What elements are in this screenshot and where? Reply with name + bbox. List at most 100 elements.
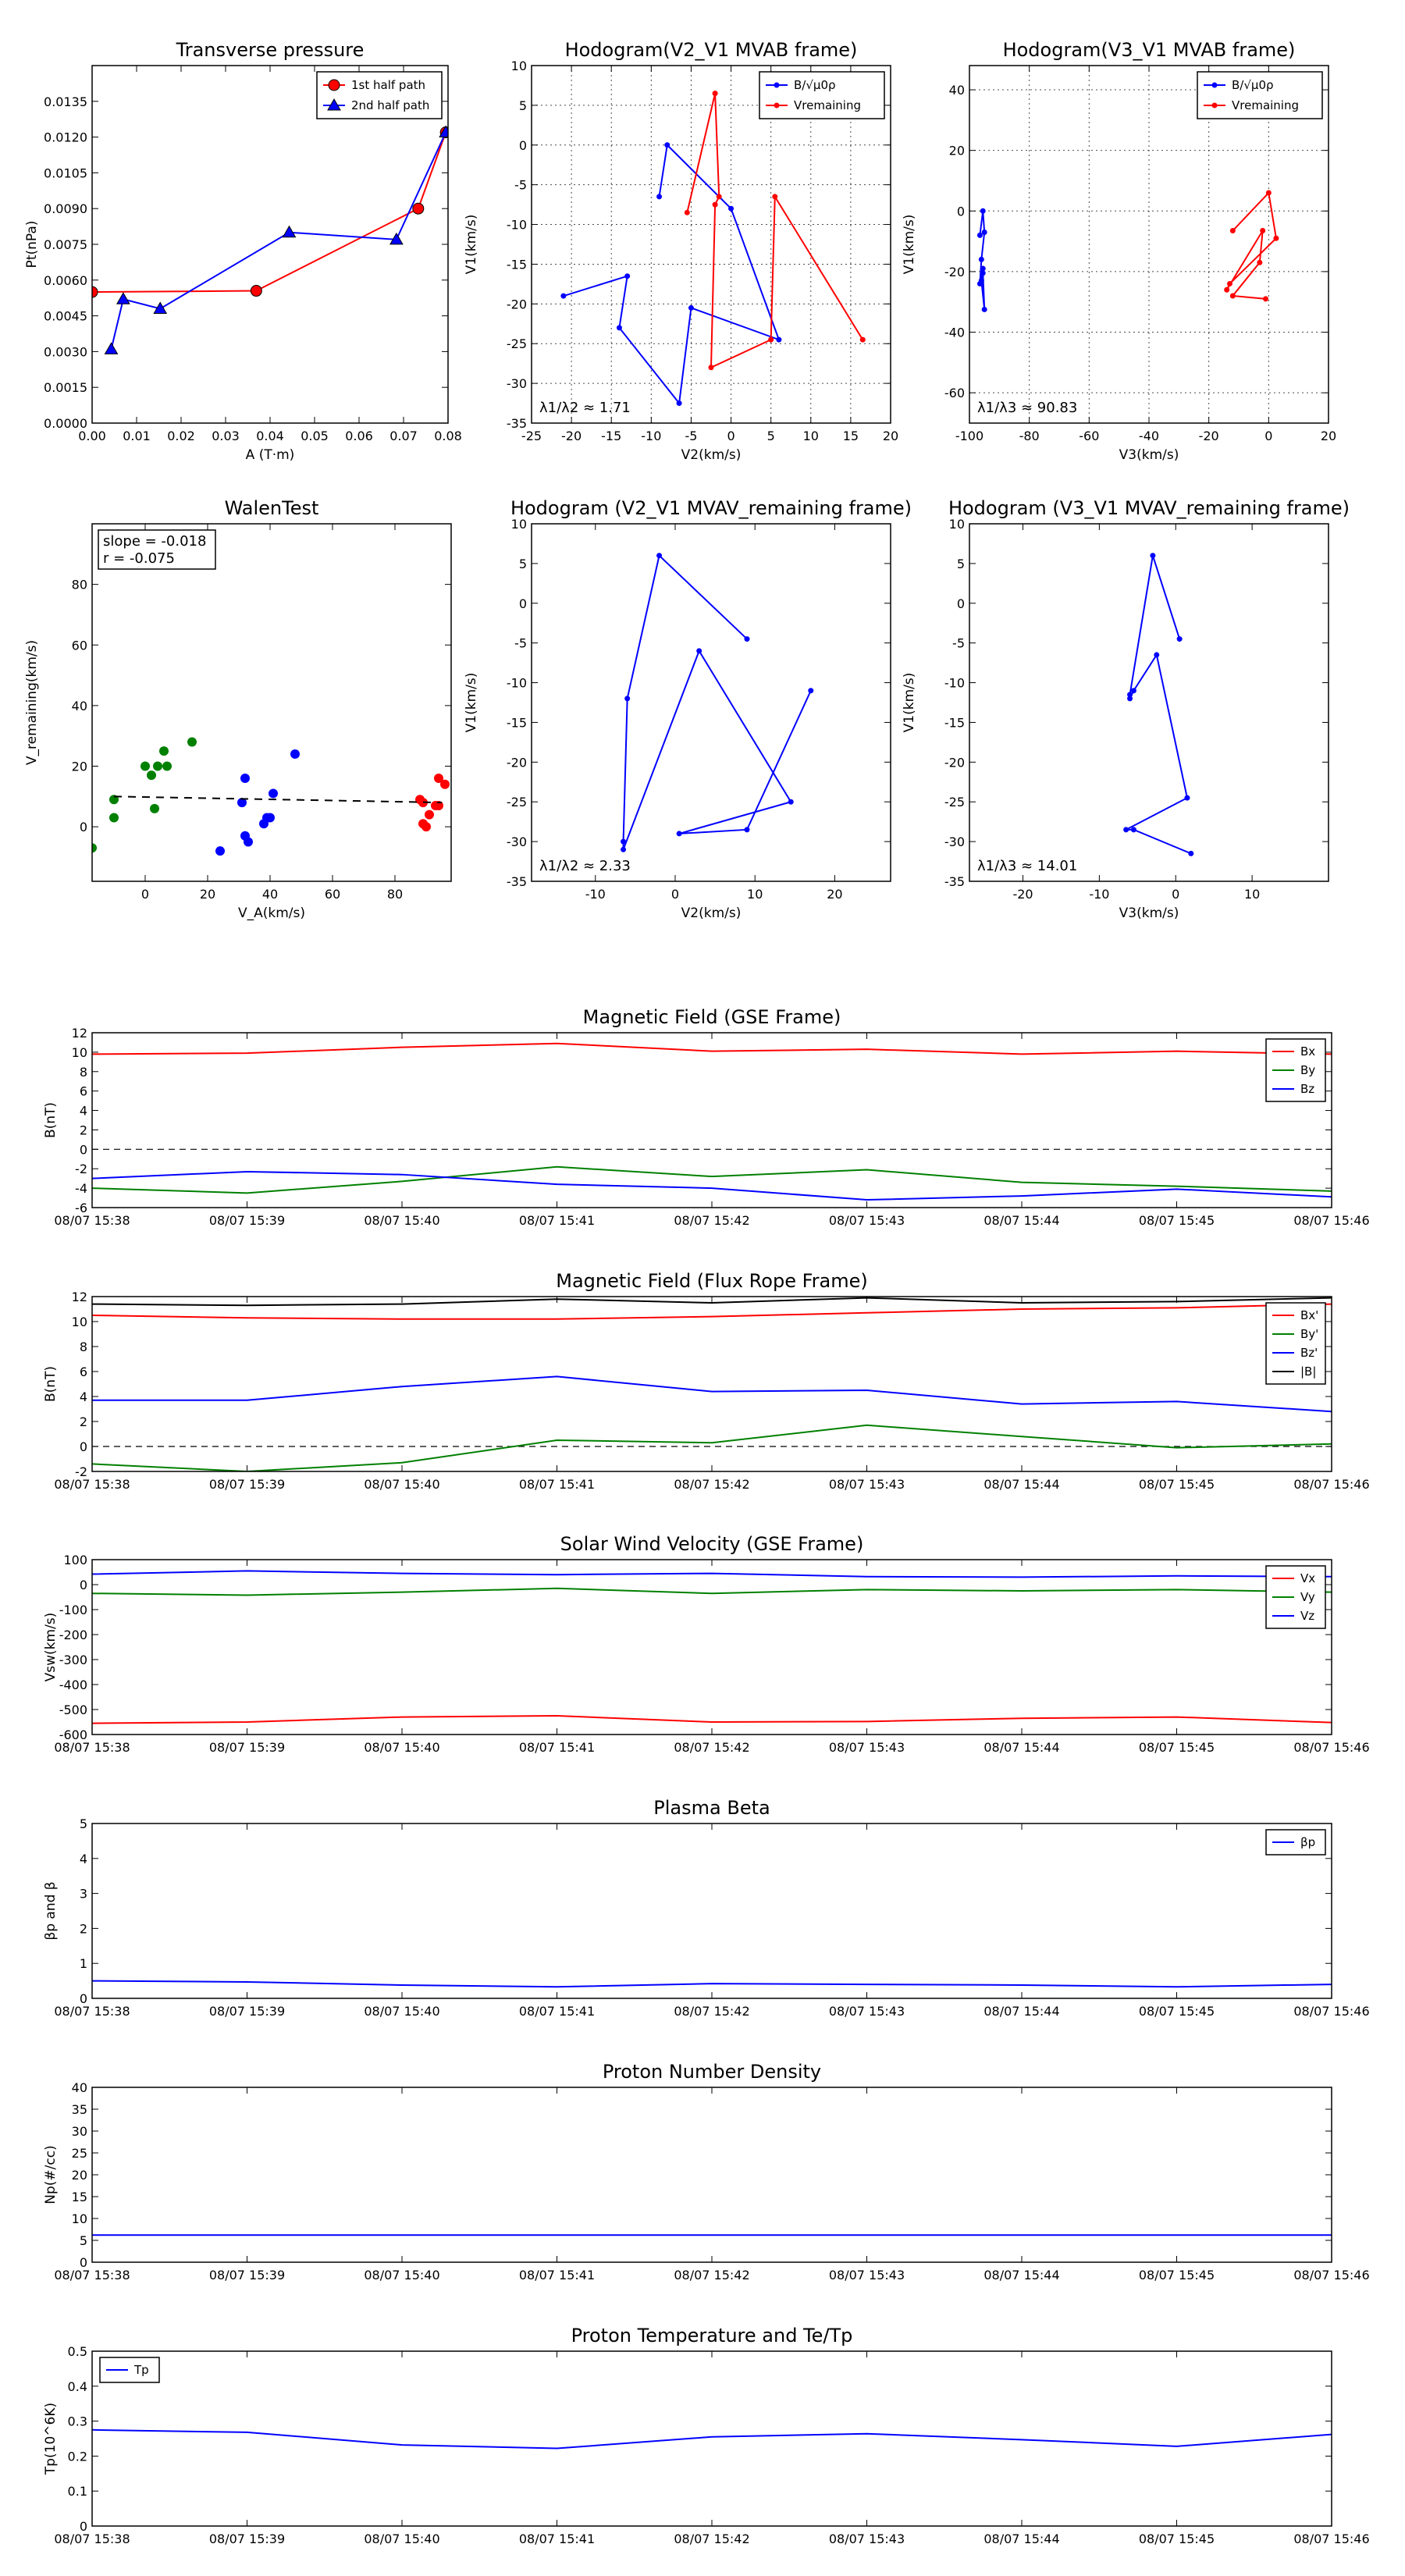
y-axis-label: V1(km/s) <box>464 215 479 275</box>
data-point <box>696 648 702 654</box>
x-tick-label: 0 <box>141 887 149 902</box>
y-tick-label: -20 <box>944 755 965 770</box>
x-tick-label: 10 <box>747 887 763 902</box>
x-tick-label: 08/07 15:43 <box>829 2004 905 2019</box>
x-axis-label: V3(km/s) <box>1119 906 1179 921</box>
x-tick-label: 08/07 15:39 <box>209 2532 285 2546</box>
data-point <box>1127 696 1133 702</box>
x-tick-label: 08/07 15:38 <box>54 1740 130 1755</box>
data-point <box>1257 259 1263 265</box>
x-tick-label: -20 <box>561 429 582 443</box>
x-tick-label: -10 <box>585 887 606 902</box>
data-point <box>1273 235 1279 241</box>
legend-marker <box>774 102 780 109</box>
data-point <box>708 365 714 371</box>
data-point <box>439 125 448 137</box>
y-tick-label: 0 <box>957 204 965 219</box>
y-tick-label: 0.0075 <box>44 237 87 252</box>
chart-hv21: -10 0 10 20-35-30-25-20-15-10-50510Hodogram… <box>464 497 912 921</box>
series-line <box>92 1170 1332 1201</box>
x-tick-label: 08/07 15:46 <box>1293 2268 1369 2282</box>
data-point <box>290 749 300 759</box>
y-tick-label: 5 <box>519 557 527 571</box>
y-tick-label: 0.0045 <box>44 309 87 324</box>
legend: Bx By Bz <box>1265 1038 1326 1102</box>
series-group <box>92 1980 1332 1988</box>
x-tick-label: 80 <box>387 887 403 902</box>
legend-marker <box>327 98 341 111</box>
x-tick-label: 08/07 15:41 <box>519 2004 595 2019</box>
data-point <box>1176 636 1183 642</box>
plot-frame <box>91 2350 1332 2527</box>
y-tick-label: -4 <box>75 1181 87 1196</box>
legend-marker <box>1211 82 1218 88</box>
data-point <box>434 774 443 784</box>
y-tick-label: -30 <box>944 834 965 849</box>
x-tick-label: 08/07 15:38 <box>54 2532 130 2546</box>
data-point <box>1265 190 1272 196</box>
y-tick-label: -60 <box>944 386 965 400</box>
chart-np: 08/07 15:38 08/07 15:39 08/07 15:40 08/07 1… <box>43 2061 1370 2282</box>
y-tick-label: -30 <box>507 376 527 391</box>
x-tick-label: 08/07 15:44 <box>984 2268 1059 2282</box>
chart-title: Hodogram (V3_V1 MVAV_remaining frame) <box>948 497 1350 519</box>
data-point <box>744 636 750 642</box>
x-tick-label: 08/07 15:38 <box>54 1477 130 1492</box>
y-tick-label: 15 <box>72 2190 87 2204</box>
y-tick-label: 1 <box>80 1956 87 1971</box>
data-point <box>768 336 774 343</box>
y-tick-label: -200 <box>59 1628 87 1642</box>
y-tick-label: -20 <box>507 755 527 770</box>
x-tick-label: 20 <box>827 887 842 902</box>
y-tick-label: -35 <box>507 416 527 431</box>
chart-tp: 0.00 0.01 0.02 0.03 0.04 0.05 0.06 0.07 0.08 0.00… <box>24 39 462 463</box>
y-tick-label: 0.0015 <box>44 380 87 395</box>
series-line <box>92 132 447 294</box>
data-point <box>980 265 986 272</box>
x-tick-label: 08/07 15:43 <box>829 2268 905 2282</box>
y-tick-label: 40 <box>949 83 965 98</box>
y-tick-label: 0.1 <box>68 2484 87 2499</box>
y-tick-label: 5 <box>80 2233 87 2248</box>
x-axis-label: V3(km/s) <box>1119 447 1179 463</box>
series-line <box>622 553 812 850</box>
chart-bfr: 08/07 15:38 08/07 15:39 08/07 15:40 08/07 1… <box>43 1270 1370 1492</box>
legend-label: Vz <box>1300 1609 1314 1623</box>
y-tick-label: 4 <box>80 1389 87 1404</box>
stats-line: r = -0.075 <box>103 550 175 567</box>
x-axis-label: V_A(km/s) <box>238 906 305 921</box>
y-tick-label: -15 <box>507 257 527 272</box>
y-tick-label: 60 <box>72 638 87 653</box>
chart-h21: -25 -20 -15 -10 -5 0 5 10 15 20 -35 -30 -25 -20 -15 -10… <box>464 39 898 463</box>
data-point <box>980 208 986 214</box>
x-tick-label: 08/07 15:44 <box>984 2004 1059 2019</box>
x-tick-label: 40 <box>262 887 278 902</box>
data-point <box>425 809 434 820</box>
data-point <box>1263 296 1268 302</box>
data-point <box>808 688 814 694</box>
chart-title: Hodogram (V2_V1 MVAV_remaining frame) <box>510 497 912 519</box>
data-point <box>1154 652 1160 658</box>
data-point <box>92 286 98 298</box>
y-tick-label: -25 <box>944 795 965 809</box>
y-tick-label: -10 <box>507 218 527 233</box>
x-tick-label: 0.04 <box>256 429 284 443</box>
y-tick-label: 0.0060 <box>44 273 87 288</box>
data-point <box>712 201 718 208</box>
y-tick-label: 5 <box>80 1816 87 1831</box>
legend: Bx' By' Bz' |B| <box>1265 1302 1326 1385</box>
y-tick-label: 35 <box>72 2102 87 2117</box>
y-tick-label: 40 <box>72 2080 87 2095</box>
data-point <box>980 270 986 276</box>
data-point <box>422 822 431 832</box>
ratio-annotation: λ1/λ2 ≈ 1.71 <box>539 400 631 416</box>
series-line <box>1126 555 1192 855</box>
y-tick-label: -5 <box>514 636 527 651</box>
legend-marker <box>774 82 780 88</box>
x-axis-label: V2(km/s) <box>681 447 742 463</box>
data-point <box>981 229 987 235</box>
data-point <box>1130 688 1136 694</box>
y-tick-label: 12 <box>72 1290 87 1304</box>
series-line <box>92 1714 1332 1724</box>
legend: B/√μ0ρ Vremaining <box>759 71 885 119</box>
